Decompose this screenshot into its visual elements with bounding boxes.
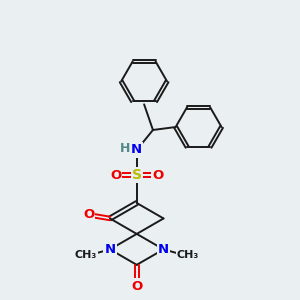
Text: N: N (104, 243, 116, 256)
Text: N: N (158, 243, 169, 256)
Text: S: S (132, 168, 142, 182)
Text: N: N (131, 143, 142, 157)
Text: O: O (110, 169, 121, 182)
Text: O: O (152, 169, 164, 182)
Text: H: H (120, 142, 131, 155)
Text: CH₃: CH₃ (75, 250, 97, 260)
Text: O: O (131, 280, 142, 292)
Text: CH₃: CH₃ (176, 250, 199, 260)
Text: O: O (83, 208, 94, 221)
